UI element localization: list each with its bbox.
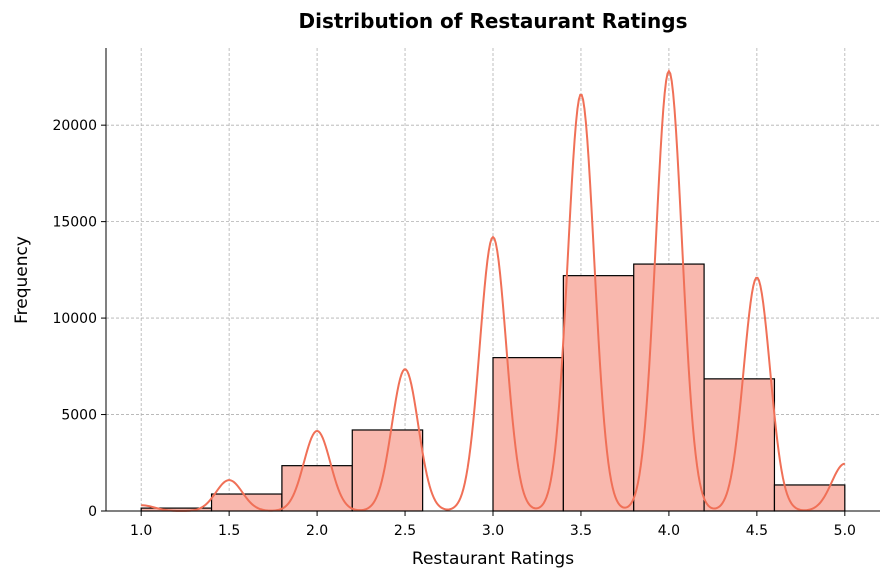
y-tick-label: 15000 <box>52 215 97 231</box>
histogram-bar <box>281 465 353 512</box>
x-tick-label: 2.5 <box>394 523 416 539</box>
x-tick-label: 2.0 <box>306 523 328 539</box>
x-tick-label: 3.5 <box>570 523 592 539</box>
y-tick-label: 5000 <box>61 408 97 424</box>
x-tick-label: 4.5 <box>746 523 768 539</box>
kde-line <box>141 69 846 512</box>
y-tick-label: 0 <box>88 504 97 520</box>
histogram-bar <box>633 263 705 512</box>
y-tick-label: 10000 <box>52 311 97 327</box>
y-axis-ticks: 0 5000 10000 15000 20000 <box>52 118 106 520</box>
x-axis-ticks: 1.0 1.5 2.0 2.5 3.0 3.5 4.0 4.5 5.0 <box>130 511 856 539</box>
y-axis-label: Frequency <box>12 236 32 324</box>
kde-curve <box>141 69 846 512</box>
histogram-bar <box>351 429 424 512</box>
histogram-bar <box>562 275 635 512</box>
x-axis-label: Restaurant Ratings <box>412 549 574 569</box>
histogram-bar <box>492 357 564 512</box>
histogram-bar <box>210 493 283 512</box>
x-tick-label: 5.0 <box>834 523 856 539</box>
x-tick-label: 1.0 <box>130 523 152 539</box>
chart-title: Distribution of Restaurant Ratings <box>298 9 687 33</box>
histogram-bar <box>703 378 776 512</box>
y-tick-label: 20000 <box>52 118 97 134</box>
x-tick-label: 3.0 <box>482 523 504 539</box>
x-tick-label: 1.5 <box>218 523 240 539</box>
bars <box>140 263 846 512</box>
x-tick-label: 4.0 <box>658 523 680 539</box>
